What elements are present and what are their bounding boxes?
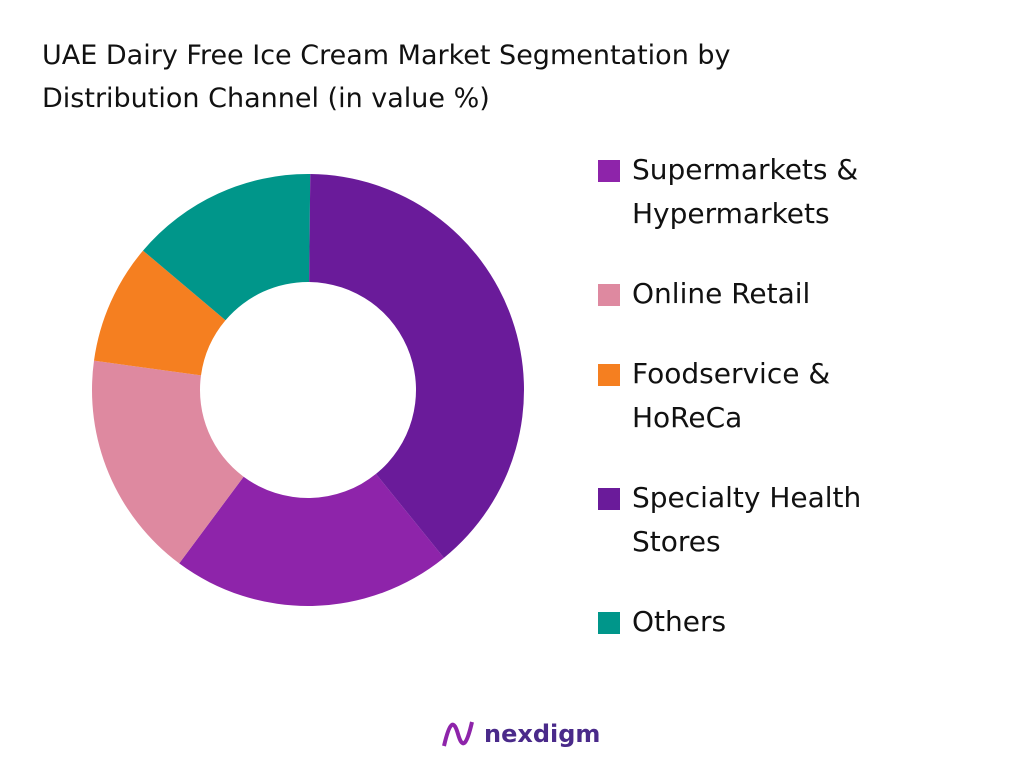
legend-label: Specialty Health Stores <box>632 481 862 558</box>
legend-label: Others <box>632 605 727 638</box>
legend-swatch <box>598 488 620 510</box>
legend-label: Online Retail <box>632 277 811 310</box>
donut-segment <box>143 174 311 321</box>
legend-swatch <box>598 160 620 182</box>
legend-item: Specialty Health Stores <box>598 476 922 564</box>
legend-label: Foodservice & HoReCa <box>632 357 831 434</box>
legend-item: Foodservice & HoReCa <box>598 352 922 440</box>
legend-label: Supermarkets & Hypermarkets <box>632 153 859 230</box>
donut-segment <box>93 250 226 376</box>
legend-item: Others <box>598 600 922 644</box>
donut-segment <box>179 473 444 607</box>
donut-segment <box>309 174 524 558</box>
legend-item: Supermarkets & Hypermarkets <box>598 148 922 236</box>
brand: nexdigm <box>440 716 600 752</box>
legend-swatch <box>598 364 620 386</box>
donut-segment <box>92 360 244 564</box>
legend-item: Online Retail <box>598 272 922 316</box>
legend-swatch <box>598 612 620 634</box>
brand-name: nexdigm <box>484 720 601 748</box>
legend-swatch <box>598 284 620 306</box>
legend: Supermarkets & Hypermarkets Online Retail… <box>598 148 922 644</box>
brand-icon <box>442 721 474 747</box>
chart-title: UAE Dairy Free Ice Cream Market Segmenta… <box>42 40 731 114</box>
chart <box>92 174 524 607</box>
